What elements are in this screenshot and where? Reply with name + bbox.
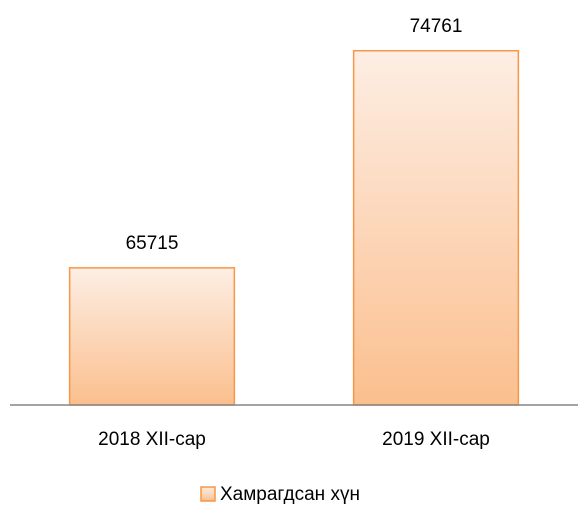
data-label: 65715 [126, 233, 179, 254]
x-tick-label: 2019 XII-сар [382, 429, 490, 450]
bar [68, 267, 236, 406]
legend-swatch [200, 486, 216, 502]
legend-label: Хамрагдсан хүн [220, 484, 360, 505]
data-label: 74761 [410, 16, 463, 37]
x-tick-label: 2018 XII-сар [98, 429, 206, 450]
bar [352, 49, 520, 406]
